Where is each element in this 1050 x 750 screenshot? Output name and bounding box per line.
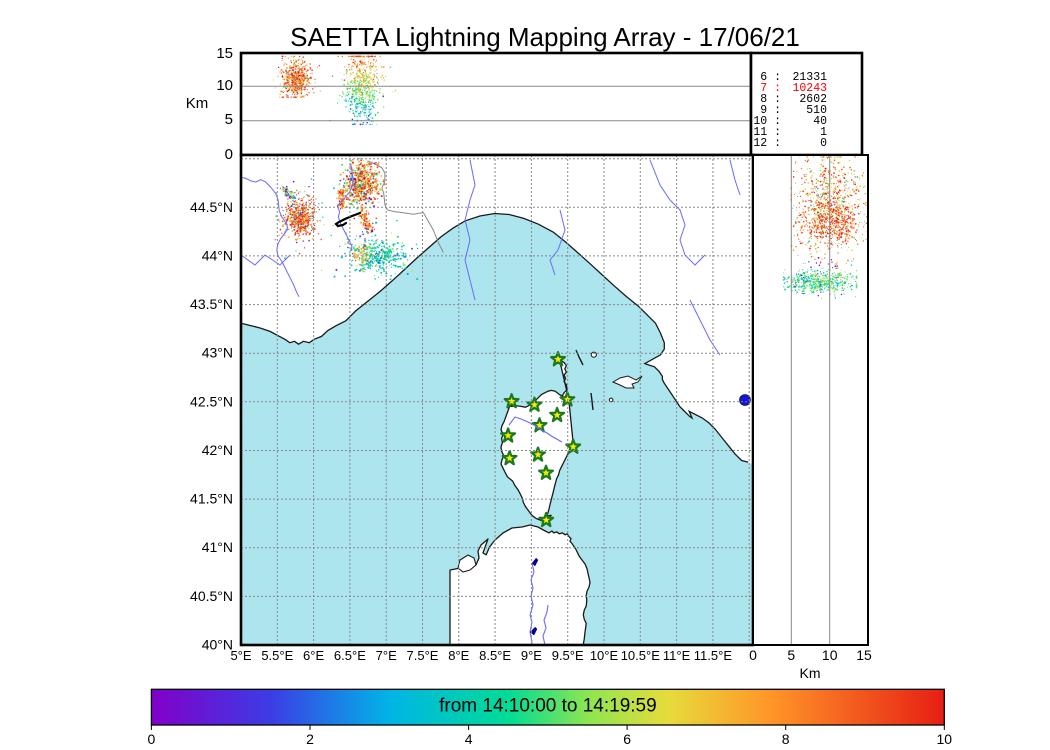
- svg-text:9.5°E: 9.5°E: [552, 648, 584, 663]
- svg-text:41.5°N: 41.5°N: [190, 491, 233, 507]
- svg-text:44°N: 44°N: [202, 247, 233, 263]
- svg-text:7.5°E: 7.5°E: [407, 648, 439, 663]
- svg-text:5: 5: [787, 647, 795, 663]
- svg-text:15: 15: [856, 647, 872, 663]
- svg-text:43°N: 43°N: [202, 345, 233, 361]
- svg-text:44.5°N: 44.5°N: [190, 199, 233, 215]
- svg-text:10.5°E: 10.5°E: [621, 648, 661, 663]
- svg-text:41°N: 41°N: [202, 539, 233, 555]
- svg-text:7°E: 7°E: [376, 648, 397, 663]
- svg-text:40.5°N: 40.5°N: [190, 588, 233, 604]
- svg-text:10: 10: [216, 77, 233, 94]
- svg-text:8°E: 8°E: [448, 648, 469, 663]
- svg-text:5°E: 5°E: [230, 648, 251, 663]
- svg-text:Km: Km: [186, 95, 209, 112]
- svg-text:0: 0: [820, 137, 827, 150]
- svg-text:6.5°E: 6.5°E: [334, 648, 366, 663]
- svg-text:0: 0: [148, 731, 156, 747]
- svg-text:0: 0: [749, 647, 757, 663]
- svg-text:42.5°N: 42.5°N: [190, 393, 233, 409]
- svg-text:12 :: 12 :: [753, 137, 781, 150]
- svg-text:10°E: 10°E: [590, 648, 619, 663]
- svg-text:43.5°N: 43.5°N: [190, 296, 233, 312]
- svg-text:11.5°E: 11.5°E: [694, 648, 733, 663]
- svg-text:8.5°E: 8.5°E: [479, 648, 511, 663]
- svg-text:10: 10: [822, 647, 838, 663]
- svg-text:9°E: 9°E: [521, 648, 542, 663]
- svg-text:42°N: 42°N: [202, 442, 233, 458]
- svg-text:5: 5: [225, 111, 233, 128]
- svg-text:15: 15: [216, 45, 233, 62]
- svg-text:0: 0: [225, 146, 233, 163]
- svg-text:SAETTA Lightning Mapping Array: SAETTA Lightning Mapping Array - 17/06/2…: [290, 22, 800, 52]
- svg-text:from 14:10:00 to 14:19:59: from 14:10:00 to 14:19:59: [439, 696, 657, 717]
- svg-text:5.5°E: 5.5°E: [261, 648, 293, 663]
- svg-text:40°N: 40°N: [202, 637, 233, 653]
- svg-text:11°E: 11°E: [663, 648, 691, 663]
- svg-text:6°E: 6°E: [303, 648, 324, 663]
- svg-text:Km: Km: [800, 665, 821, 681]
